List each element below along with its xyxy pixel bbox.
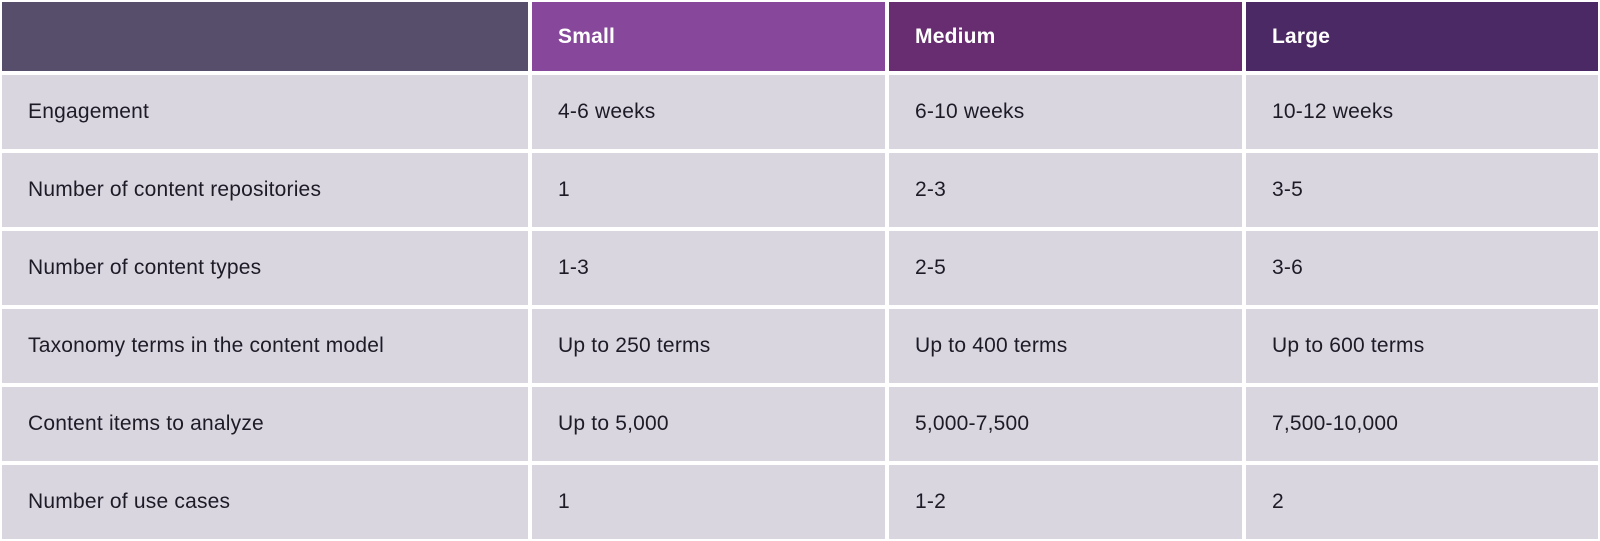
- column-header-large: Large: [1246, 2, 1598, 71]
- cell-engagement-medium: 6-10 weeks: [889, 75, 1242, 149]
- cell-engagement-large: 10-12 weeks: [1246, 75, 1598, 149]
- cell-content-types-large: 3-6: [1246, 231, 1598, 305]
- header-corner-cell: [2, 2, 528, 71]
- cell-content-types-small: 1-3: [532, 231, 885, 305]
- cell-content-items-large: 7,500-10,000: [1246, 387, 1598, 461]
- cell-content-items-small: Up to 5,000: [532, 387, 885, 461]
- cell-repositories-small: 1: [532, 153, 885, 227]
- cell-taxonomy-medium: Up to 400 terms: [889, 309, 1242, 383]
- cell-taxonomy-large: Up to 600 terms: [1246, 309, 1598, 383]
- cell-taxonomy-small: Up to 250 terms: [532, 309, 885, 383]
- cell-use-cases-large: 2: [1246, 465, 1598, 539]
- cell-repositories-medium: 2-3: [889, 153, 1242, 227]
- cell-use-cases-medium: 1-2: [889, 465, 1242, 539]
- row-label-content-types: Number of content types: [2, 231, 528, 305]
- cell-use-cases-small: 1: [532, 465, 885, 539]
- row-label-content-repositories: Number of content repositories: [2, 153, 528, 227]
- row-label-engagement: Engagement: [2, 75, 528, 149]
- column-header-medium: Medium: [889, 2, 1242, 71]
- cell-repositories-large: 3-5: [1246, 153, 1598, 227]
- column-header-small: Small: [532, 2, 885, 71]
- row-label-content-items: Content items to analyze: [2, 387, 528, 461]
- cell-content-types-medium: 2-5: [889, 231, 1242, 305]
- cell-content-items-medium: 5,000-7,500: [889, 387, 1242, 461]
- row-label-use-cases: Number of use cases: [2, 465, 528, 539]
- row-label-taxonomy-terms: Taxonomy terms in the content model: [2, 309, 528, 383]
- cell-engagement-small: 4-6 weeks: [532, 75, 885, 149]
